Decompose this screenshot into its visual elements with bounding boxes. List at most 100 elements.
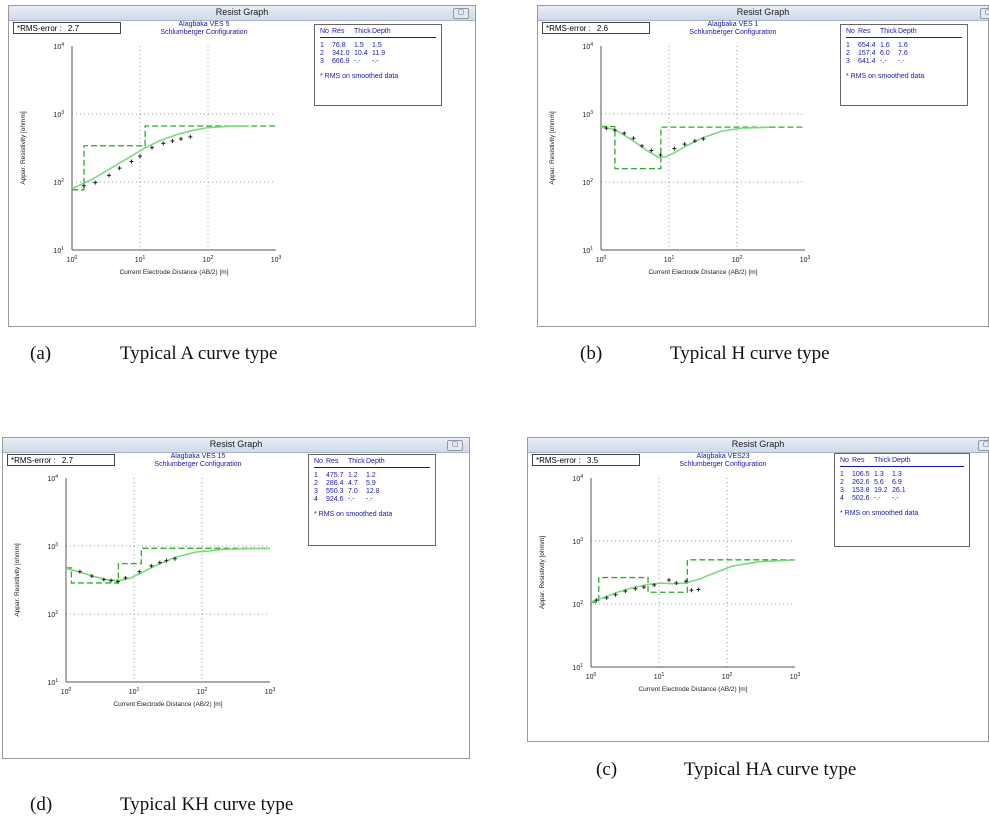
y-tick-label: 102 xyxy=(572,600,583,609)
legend-cell: 19.2 xyxy=(874,487,888,494)
y-tick-label: 103 xyxy=(572,537,583,546)
rms-error-label: *RMS-error : xyxy=(11,456,56,465)
calculated-curve xyxy=(71,125,249,190)
legend-cell: 1 xyxy=(314,472,318,479)
legend-cell: 153.8 xyxy=(852,487,870,494)
layer-legend: No Res ThickDepth 1 654.4 1.6 1.6 2 157.4 6.0 7.6 3… xyxy=(840,24,968,106)
legend-cell: -.- xyxy=(880,58,887,65)
calculated-curve xyxy=(590,559,796,603)
data-point xyxy=(157,560,162,565)
data-point xyxy=(674,581,679,586)
legend-header-cell: Res xyxy=(858,28,871,35)
data-point xyxy=(594,598,599,603)
y-tick-label: 101 xyxy=(53,246,64,255)
legend-cell: 341.0 xyxy=(332,50,350,57)
x-tick-label: 100 xyxy=(67,255,78,264)
y-tick-label: 101 xyxy=(572,663,583,672)
legend-cell: 3 xyxy=(846,58,850,65)
close-icon[interactable]: ▢ xyxy=(980,8,989,19)
legend-row: 3 550.3 7.0 12.8 xyxy=(314,488,430,495)
data-point xyxy=(129,159,134,164)
x-tick-label: 100 xyxy=(596,255,607,264)
data-point xyxy=(89,574,94,579)
chart-title: Alagbaka VES23 xyxy=(697,453,750,460)
legend-cell: 550.3 xyxy=(326,488,344,495)
legend-row: 4 502.6 -.- -.- xyxy=(840,495,964,502)
legend-header: No Res ThickDepth xyxy=(840,457,964,467)
legend-header-cell: Res xyxy=(852,457,865,464)
legend-header-cell: No xyxy=(846,28,855,35)
rms-error-value: 2.7 xyxy=(61,456,74,465)
legend-cell: 2 xyxy=(846,50,850,57)
legend-cell: 2 xyxy=(840,479,844,486)
legend-header-cell: Thick xyxy=(354,28,371,35)
data-point xyxy=(612,128,617,133)
legend-header: No Res ThickDepth xyxy=(314,458,430,468)
rms-error-box: *RMS-error : 2.6 xyxy=(542,22,650,34)
data-point xyxy=(188,134,193,139)
caption-text: Typical H curve type xyxy=(670,343,830,364)
layer-legend: No Res ThickDepth 1 76.8 1.5 1.5 2 341.0 10.4 11.9… xyxy=(314,24,442,106)
layer-legend: No Res ThickDepth 1 106.5 1.3 1.3 2 262.6 5.6 6.9 3… xyxy=(834,453,970,547)
window-titlebar: Resist Graph ▢ xyxy=(3,438,469,453)
close-icon[interactable]: ▢ xyxy=(453,8,469,19)
legend-cell: 2 xyxy=(320,50,324,57)
x-tick-label: 102 xyxy=(722,672,733,681)
rms-error-label: *RMS-error : xyxy=(536,456,581,465)
legend-cell: 76.8 xyxy=(332,42,346,49)
rms-error-value: 3.5 xyxy=(586,456,599,465)
x-tick-label: 101 xyxy=(135,255,146,264)
legend-cell: 262.6 xyxy=(852,479,870,486)
data-point xyxy=(696,587,701,592)
caption-text: Typical KH curve type xyxy=(120,794,294,815)
data-point xyxy=(604,595,609,600)
y-tick-label: 104 xyxy=(572,474,583,483)
x-tick-label: 102 xyxy=(732,255,743,264)
data-point xyxy=(164,558,169,563)
caption-tag: (c) xyxy=(596,759,618,780)
model-step-line xyxy=(601,125,805,170)
panel-b: Resist Graph ▢ *RMS-error : 2.6 Alagbaka … xyxy=(537,5,989,327)
legend-row: 1 654.4 1.6 1.6 xyxy=(846,42,962,49)
legend-cell: -.- xyxy=(898,58,905,65)
legend-cell: 666.9 xyxy=(332,58,350,65)
legend-cell: 654.4 xyxy=(858,42,876,49)
y-tick-label: 104 xyxy=(582,42,593,51)
window-title: Resist Graph xyxy=(736,7,790,17)
legend-header-cell: Thick xyxy=(880,28,897,35)
legend-cell: 4 xyxy=(840,495,844,502)
data-point xyxy=(641,585,646,590)
data-point xyxy=(652,583,657,588)
data-point xyxy=(701,136,706,141)
legend-cell: 4.7 xyxy=(348,480,358,487)
legend-header-cell: Depth xyxy=(898,28,917,35)
legend-row: 1 76.8 1.5 1.5 xyxy=(320,42,436,49)
data-point xyxy=(631,136,636,141)
chart-subtitle: Schlumberger Configuration xyxy=(154,461,241,468)
calculated-curve xyxy=(600,126,770,159)
data-point xyxy=(170,139,175,144)
rms-error-value: 2.7 xyxy=(67,24,80,33)
chart-title: Alagbaka VES 15 xyxy=(171,453,226,460)
y-axis-label: Appar. Resistivity [ohmm] xyxy=(539,536,546,610)
rms-error-box: *RMS-error : 3.5 xyxy=(532,454,640,466)
data-point xyxy=(149,563,154,568)
close-icon[interactable]: ▢ xyxy=(978,440,989,451)
data-point xyxy=(161,141,166,146)
y-tick-label: 103 xyxy=(53,110,64,119)
y-axis-label: Appar. Resistivity [ohmm] xyxy=(549,111,556,185)
y-axis-label: Appar. Resistivity [ohmm] xyxy=(20,111,27,185)
legend-cell: 7.6 xyxy=(898,50,908,57)
legend-cell: 1.3 xyxy=(892,471,902,478)
legend-cell: 4 xyxy=(314,496,318,503)
legend-note: * RMS on smoothed data xyxy=(846,73,925,80)
caption-text: Typical HA curve type xyxy=(684,759,857,780)
data-point xyxy=(682,142,687,147)
data-point xyxy=(658,152,663,157)
data-point xyxy=(633,586,638,591)
legend-cell: 3 xyxy=(320,58,324,65)
y-axis-label: Appar. Resistivity [ohmm] xyxy=(14,543,21,617)
close-icon[interactable]: ▢ xyxy=(447,440,463,451)
legend-cell: 6.9 xyxy=(892,479,902,486)
